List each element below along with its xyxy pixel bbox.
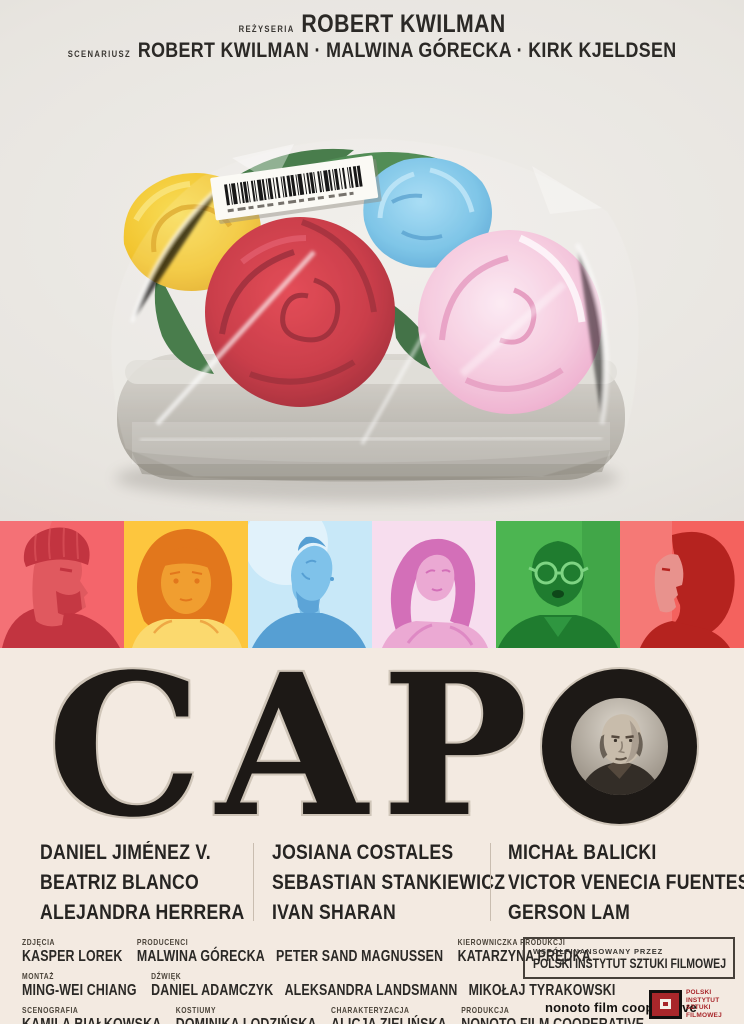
director-credit: REŻYSERIA ROBERT KWILMAN: [0, 10, 744, 39]
crew-item-production: PRODUKCJA NONOTO FILM COOPERATIVE: [461, 1005, 644, 1024]
top-credits: REŻYSERIA ROBERT KWILMAN SCENARIUSZ ROBE…: [0, 10, 744, 63]
writer-names: ROBERT KWILMAN · MALWINA GÓRECKA · KIRK …: [137, 39, 677, 62]
cast-divider: [490, 843, 491, 921]
crew-item-costumes: KOSTIUMY DOMINIKA LODZIŃSKA: [175, 1005, 317, 1024]
cast-name: GERSON LAM: [508, 901, 631, 924]
funding-name: POLSKI INSTYTUT SZTUKI FILMOWEJ: [533, 955, 727, 971]
writer-credit: SCENARIUSZ ROBERT KWILMAN · MALWINA GÓRE…: [0, 39, 744, 63]
cast-column-2: JOSIANA COSTALES SEBASTIAN STANKIEWICZ I…: [272, 838, 505, 928]
cast-divider: [253, 843, 254, 921]
hero-section: REŻYSERIA ROBERT KWILMAN SCENARIUSZ ROBE…: [0, 0, 744, 521]
title-o-portrait: [571, 697, 669, 795]
crew-item-set-design: SCENOGRAFIA KAMILA BIAŁKOWSKA: [22, 1005, 161, 1024]
crew-item-cinematography: ZDJĘCIA KASPER LOREK: [22, 937, 123, 965]
portrait-woman-looking-up: [372, 521, 496, 648]
barcode-icon: [210, 155, 382, 224]
pisf-logo: POLSKI INSTYTUT SZTUKI FILMOWEJ: [649, 989, 722, 1019]
cast-name: BEATRIZ BLANCO: [40, 871, 200, 894]
writer-label: SCENARIUSZ: [67, 49, 131, 59]
portrait-man-beanie: [0, 521, 124, 648]
blue-flower: [363, 157, 492, 268]
title-letter-c: C: [46, 631, 203, 860]
cast-name: JOSIANA COSTALES: [272, 841, 454, 864]
title-letter-a: A: [216, 631, 368, 860]
funding-label: WSPÓŁFINANSOWANY PRZEZ: [533, 946, 664, 956]
crew-row: SCENOGRAFIA KAMILA BIAŁKOWSKA KOSTIUMY D…: [22, 1005, 644, 1024]
cast-column-3: MICHAŁ BALICKI VICTOR VENECIA FUENTES GE…: [508, 838, 744, 928]
cast-name: IVAN SHARAN: [272, 901, 396, 924]
flower-package-photo: [111, 138, 639, 502]
crew-item-editing: MONTAŻ MING-WEI CHIANG: [22, 971, 137, 999]
cast-list: DANIEL JIMÉNEZ V. BEATRIZ BLANCO ALEJAND…: [0, 838, 744, 934]
portrait-woman-profile: [620, 521, 744, 648]
crew-row: MONTAŻ MING-WEI CHIANG DŹWIĘK DANIEL ADA…: [22, 971, 644, 1000]
bottom-section: C A P: [0, 648, 744, 1024]
crew-row: ZDJĘCIA KASPER LOREK PRODUCENCI MALWINA …: [22, 937, 644, 966]
portrait-man-gazing-up: [248, 521, 372, 648]
portrait-man-glasses: [496, 521, 620, 648]
cast-name: DANIEL JIMÉNEZ V.: [40, 841, 211, 864]
cast-name: VICTOR VENECIA FUENTES: [508, 871, 744, 894]
cast-name: MICHAŁ BALICKI: [508, 841, 657, 864]
cast-column-1: DANIEL JIMÉNEZ V. BEATRIZ BLANCO ALEJAND…: [40, 838, 245, 928]
crew-credits: ZDJĘCIA KASPER LOREK PRODUCENCI MALWINA …: [22, 937, 644, 1024]
cast-name: ALEJANDRA HERRERA: [40, 901, 245, 924]
crew-item-producers: PRODUCENCI MALWINA GÓRECKA PETER SAND MA…: [136, 937, 444, 965]
red-rose: [205, 217, 395, 407]
cast-name: SEBASTIAN STANKIEWICZ: [272, 871, 506, 894]
plastic-wrap: [111, 138, 639, 477]
man-face-photo: [571, 697, 669, 795]
pisf-logo-text: POLSKI INSTYTUT SZTUKI FILMOWEJ: [686, 989, 722, 1019]
pisf-logo-icon: [649, 989, 682, 1019]
director-label: REŻYSERIA: [238, 24, 295, 34]
title-letter-p: P: [381, 631, 529, 860]
director-name: ROBERT KWILMAN: [301, 10, 506, 38]
portrait-strip: [0, 521, 744, 648]
portrait-woman-curly: [124, 521, 248, 648]
title-letter-o: [542, 668, 698, 824]
crew-item-makeup: CHARAKTERYZACJA ALICJA ZIELIŃSKA: [331, 1005, 447, 1024]
funding-box: WSPÓŁFINANSOWANY PRZEZ POLSKI INSTYTUT S…: [523, 937, 735, 979]
crew-item-sound: DŹWIĘK DANIEL ADAMCZYK ALEKSANDRA LANDSM…: [151, 971, 616, 999]
film-title: C A P: [0, 631, 744, 860]
